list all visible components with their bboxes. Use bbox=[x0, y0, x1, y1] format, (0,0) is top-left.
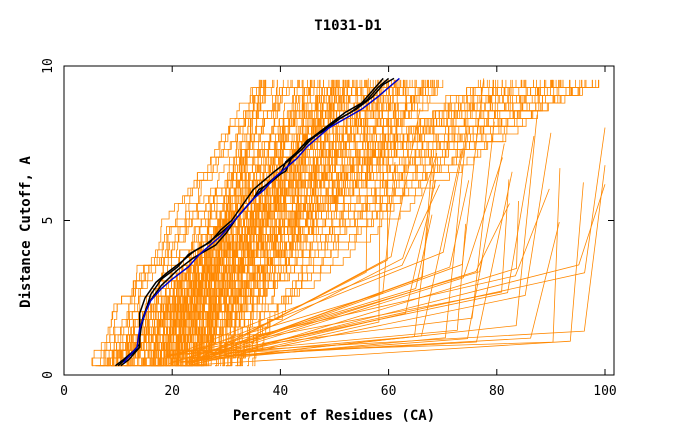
model-curve bbox=[181, 129, 468, 363]
model-curve bbox=[252, 79, 571, 367]
model-curve bbox=[176, 114, 538, 363]
y-tick-label: 5 bbox=[41, 217, 56, 225]
model-curve bbox=[174, 79, 545, 367]
model-curve bbox=[196, 79, 523, 367]
model-curve bbox=[167, 79, 537, 367]
model-curve bbox=[175, 79, 541, 367]
x-tick-label: 60 bbox=[381, 384, 397, 399]
model-curve bbox=[172, 162, 396, 357]
model-curve bbox=[196, 108, 421, 362]
x-tick-label: 80 bbox=[489, 384, 505, 399]
y-axis: 0 5 10 bbox=[41, 58, 614, 379]
model-curve bbox=[192, 98, 389, 363]
x-axis-label: Percent of Residues (CA) bbox=[233, 408, 435, 424]
model-curve bbox=[189, 222, 560, 358]
model-curve bbox=[201, 203, 510, 359]
x-tick-label: 20 bbox=[164, 384, 180, 399]
model-curve bbox=[190, 157, 503, 364]
model-curve bbox=[188, 127, 606, 361]
model-curve bbox=[192, 79, 494, 367]
y-tick-label: 10 bbox=[41, 58, 56, 74]
x-tick-label: 100 bbox=[593, 384, 616, 399]
model-curve bbox=[239, 79, 481, 366]
model-curve bbox=[119, 79, 299, 367]
model-curve bbox=[226, 79, 587, 367]
y-tick-label: 0 bbox=[41, 371, 56, 379]
model-curve bbox=[195, 132, 552, 365]
model-curve bbox=[176, 188, 550, 354]
model-curve bbox=[99, 79, 365, 367]
x-axis: 0 20 40 60 80 100 bbox=[60, 66, 617, 399]
x-tick-label: 40 bbox=[273, 384, 289, 399]
model-curve bbox=[106, 79, 321, 367]
model-curve bbox=[168, 143, 505, 364]
model-curve bbox=[191, 79, 551, 367]
model-curve bbox=[247, 79, 557, 367]
chart-title: T1031-D1 bbox=[314, 18, 381, 34]
model-curve bbox=[212, 152, 438, 356]
model-curve bbox=[101, 79, 266, 367]
model-curve bbox=[211, 157, 433, 355]
model-curve bbox=[177, 165, 606, 355]
model-curve bbox=[236, 79, 488, 367]
model-curve bbox=[213, 179, 437, 358]
reference-curve-group bbox=[122, 77, 400, 364]
highlighted-curve-1 bbox=[114, 77, 384, 367]
model-curve bbox=[150, 79, 496, 367]
model-curve bbox=[139, 79, 278, 367]
model-curve bbox=[167, 184, 440, 358]
model-curve bbox=[180, 79, 522, 367]
model-curve bbox=[202, 136, 535, 357]
model-curve bbox=[188, 182, 584, 366]
model-curve bbox=[197, 223, 467, 355]
x-tick-label: 0 bbox=[60, 384, 68, 399]
model-curve bbox=[188, 184, 606, 365]
y-axis-label: Distance Cutoff, A bbox=[18, 156, 34, 308]
model-curve bbox=[201, 79, 507, 367]
model-curve bbox=[214, 200, 519, 361]
reference-curve bbox=[122, 77, 400, 364]
model-curve bbox=[164, 179, 510, 357]
orange-model-curves bbox=[91, 78, 606, 367]
